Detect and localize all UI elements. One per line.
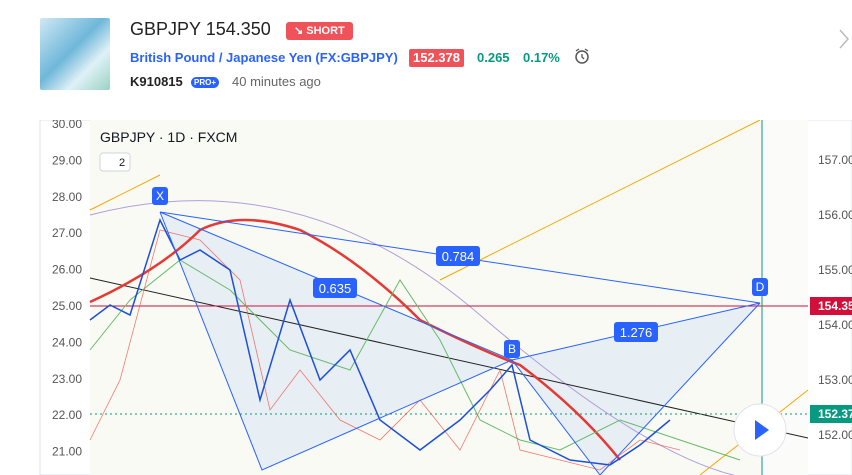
pattern-point-label: B: [508, 342, 516, 356]
last-price: 152.378: [409, 49, 464, 67]
right-axis-label: 154.00: [818, 318, 852, 332]
price-tag-label: 154.35: [818, 299, 852, 313]
ratio-box: [614, 322, 658, 342]
pattern-point-label: X: [156, 189, 164, 203]
pattern-point-box: [752, 278, 768, 296]
chart: GBPJPY · 1D · FXCM 2 30.00 29.00 28.00 27.0…: [39, 120, 852, 475]
ratio-box: [436, 246, 480, 266]
ichimoku-line: [89, 229, 681, 471]
pattern-xab: [160, 212, 512, 470]
ratio-label: 0.784: [442, 249, 475, 264]
author-badge: PRO+: [191, 77, 220, 88]
indicators-count: 2: [119, 157, 125, 169]
price-change: 0.265: [477, 50, 510, 65]
left-axis-label: 30.00: [52, 120, 82, 131]
badge-text: SHORT: [306, 25, 345, 37]
ichimoku-span: [89, 259, 741, 461]
next-arrow[interactable]: [836, 28, 852, 50]
price-tag: [810, 297, 852, 315]
instrument-link[interactable]: British Pound / Japanese Yen (FX:GBPJPY): [130, 50, 398, 65]
right-axis-label: 153.00: [818, 373, 852, 387]
left-axis-label: 29.00: [52, 153, 82, 167]
left-axis-label: 25.00: [52, 299, 82, 313]
chart-legend: GBPJPY · 1D · FXCM: [100, 129, 237, 145]
left-axis-label: 27.00: [52, 226, 82, 240]
left-axis-label: 23.00: [52, 372, 82, 386]
pattern-point-label: D: [756, 280, 765, 294]
avatar[interactable]: [40, 18, 110, 90]
range-shade: [90, 120, 762, 475]
indicators-toggle[interactable]: [99, 152, 131, 172]
ratio-label: 0.635: [319, 281, 352, 296]
price-tag: [810, 405, 852, 423]
price-change-percent: 0.17%: [523, 50, 560, 65]
short-badge: ↘ SHORT: [286, 22, 353, 40]
symbol-title[interactable]: GBPJPY 154.350: [130, 19, 271, 39]
alert-icon[interactable]: [574, 48, 592, 66]
left-axis-label: 24.00: [52, 335, 82, 349]
play-icon: [755, 420, 769, 440]
price-tag-label: 152.37: [818, 407, 852, 421]
pattern-point-box: [152, 187, 168, 205]
right-axis-label: 157.00: [818, 153, 852, 167]
left-axis-label: 28.00: [52, 190, 82, 204]
right-axis-label: 156.00: [818, 208, 852, 222]
left-axis-label: 21.00: [52, 445, 82, 459]
price-path: [89, 218, 671, 466]
ratio-box: [313, 278, 357, 298]
right-axis-label: 152.00: [818, 428, 852, 442]
pattern-point-box: [504, 340, 520, 358]
moving-average: [89, 218, 621, 461]
left-axis-label: 26.00: [52, 263, 82, 277]
left-axis-label: 22.00: [52, 408, 82, 422]
right-axis-label: 155.00: [818, 263, 852, 277]
post-time: 40 minutes ago: [232, 74, 321, 89]
author[interactable]: K910815: [130, 74, 183, 89]
arc: [89, 200, 736, 475]
ratio-label: 1.276: [620, 325, 653, 340]
